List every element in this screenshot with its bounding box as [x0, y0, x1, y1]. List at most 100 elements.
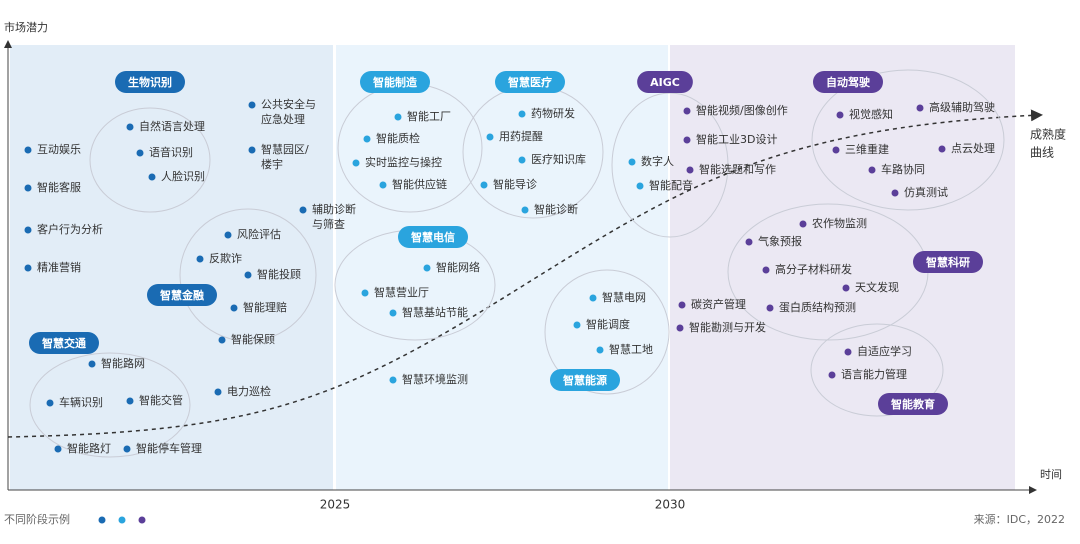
- item-dot: [636, 182, 644, 190]
- group-badge: [398, 226, 468, 248]
- item-dot: [844, 348, 852, 356]
- group-circle: [810, 323, 944, 417]
- item-dot: [868, 166, 876, 174]
- item-dot: [678, 301, 686, 309]
- item-dot: [24, 146, 32, 154]
- x-axis-label: 时间: [1040, 468, 1062, 481]
- group-label: 智慧金融: [160, 288, 204, 302]
- item-dot: [379, 181, 387, 189]
- group-label: 智慧科研: [926, 255, 970, 269]
- item-label: 三维重建: [845, 142, 889, 156]
- item-dot: [196, 255, 204, 263]
- item-label: 智能停车管理: [136, 441, 202, 455]
- item-label: 自然语言处理: [139, 119, 205, 133]
- item-label: 智能质检: [376, 131, 420, 145]
- item-label: 语音识别: [149, 145, 193, 159]
- item-label: 仿真测试: [904, 185, 948, 199]
- item-dot: [686, 166, 694, 174]
- item-label: 智能配音: [649, 178, 693, 192]
- item-label: 车路协同: [881, 162, 925, 176]
- item-dot: [54, 445, 62, 453]
- curve-label: 曲线: [1030, 146, 1054, 160]
- stage-panel: [10, 45, 333, 490]
- item-label: 精准营销: [37, 260, 81, 274]
- item-label: 医疗知识库: [531, 152, 586, 166]
- item-label: 反欺诈: [209, 252, 242, 265]
- group-circle: [179, 208, 317, 342]
- item-label: 智慧基站节能: [402, 305, 468, 319]
- group-badge: [878, 393, 948, 415]
- item-dot: [248, 101, 256, 109]
- item-dot: [628, 158, 636, 166]
- item-label: 智慧电网: [602, 290, 646, 304]
- item-label: 实时监控与操控: [365, 155, 442, 169]
- item-label: 智能视频/图像创作: [696, 103, 788, 117]
- item-label: 数字人: [641, 154, 674, 168]
- item-label: 智慧园区/: [261, 142, 309, 156]
- item-label: 与筛查: [312, 217, 345, 231]
- group-label: 智慧交通: [42, 336, 86, 350]
- curve-label: 成熟度: [1030, 127, 1066, 142]
- item-label: 智能供应链: [392, 177, 447, 191]
- item-label: 自适应学习: [857, 344, 912, 358]
- item-label: 车辆识别: [59, 395, 103, 409]
- item-label: 碳资产管理: [691, 297, 746, 311]
- item-label: 人脸识别: [161, 169, 205, 183]
- item-dot: [248, 146, 256, 154]
- item-label: 智能网络: [436, 260, 480, 274]
- item-label: 公共安全与: [261, 97, 316, 111]
- source: 来源：IDC，2022: [974, 512, 1065, 526]
- item-dot: [836, 111, 844, 119]
- item-dot: [842, 284, 850, 292]
- item-dot: [891, 189, 899, 197]
- group-badge: [550, 369, 620, 391]
- item-label: 智能勘测与开发: [689, 320, 766, 334]
- y-axis-label: 市场潜力: [4, 20, 48, 34]
- group-badge: [147, 284, 217, 306]
- item-label: 智能路网: [101, 356, 145, 370]
- item-label: 智能诊断: [534, 202, 578, 216]
- item-dot: [24, 226, 32, 234]
- item-dot: [389, 309, 397, 317]
- item-dot: [518, 110, 526, 118]
- item-dot: [676, 324, 684, 332]
- group-label: 智慧电信: [411, 230, 455, 244]
- group-badge: [360, 71, 430, 93]
- x-tick-label: 2030: [655, 498, 686, 512]
- item-label: 智能交管: [139, 393, 183, 407]
- item-dot: [230, 304, 238, 312]
- item-label: 农作物监测: [812, 216, 867, 230]
- item-label: 天文发现: [855, 280, 899, 294]
- item-dot: [24, 184, 32, 192]
- item-label: 应急处理: [261, 112, 305, 126]
- legend-dot: [118, 516, 126, 524]
- item-label: 辅助诊断: [312, 202, 356, 216]
- item-dot: [745, 238, 753, 246]
- item-dot: [480, 181, 488, 189]
- group-label: 智能制造: [373, 75, 418, 89]
- item-dot: [486, 133, 494, 141]
- item-label: 点云处理: [951, 142, 995, 155]
- item-label: 智能理赔: [243, 300, 287, 314]
- item-label: 智能工业3D设计: [696, 132, 777, 146]
- item-dot: [762, 266, 770, 274]
- item-label: 视觉感知: [849, 107, 893, 121]
- item-dot: [683, 107, 691, 115]
- item-label: 风险评估: [237, 227, 281, 241]
- item-dot: [46, 399, 54, 407]
- group-circle: [29, 352, 191, 458]
- item-dot: [299, 206, 307, 214]
- item-dot: [244, 271, 252, 279]
- item-dot: [352, 159, 360, 167]
- item-dot: [766, 304, 774, 312]
- group-label: 智慧医疗: [508, 75, 552, 89]
- item-dot: [224, 231, 232, 239]
- maturity-curve: [7, 109, 1043, 438]
- group-label: AIGC: [650, 76, 680, 89]
- item-label: 智能选题和写作: [699, 162, 776, 176]
- item-dot: [938, 145, 946, 153]
- item-dot: [136, 149, 144, 157]
- item-label: 智能投顾: [257, 267, 301, 281]
- item-label: 互动娱乐: [37, 142, 81, 156]
- group-circle: [811, 69, 1005, 211]
